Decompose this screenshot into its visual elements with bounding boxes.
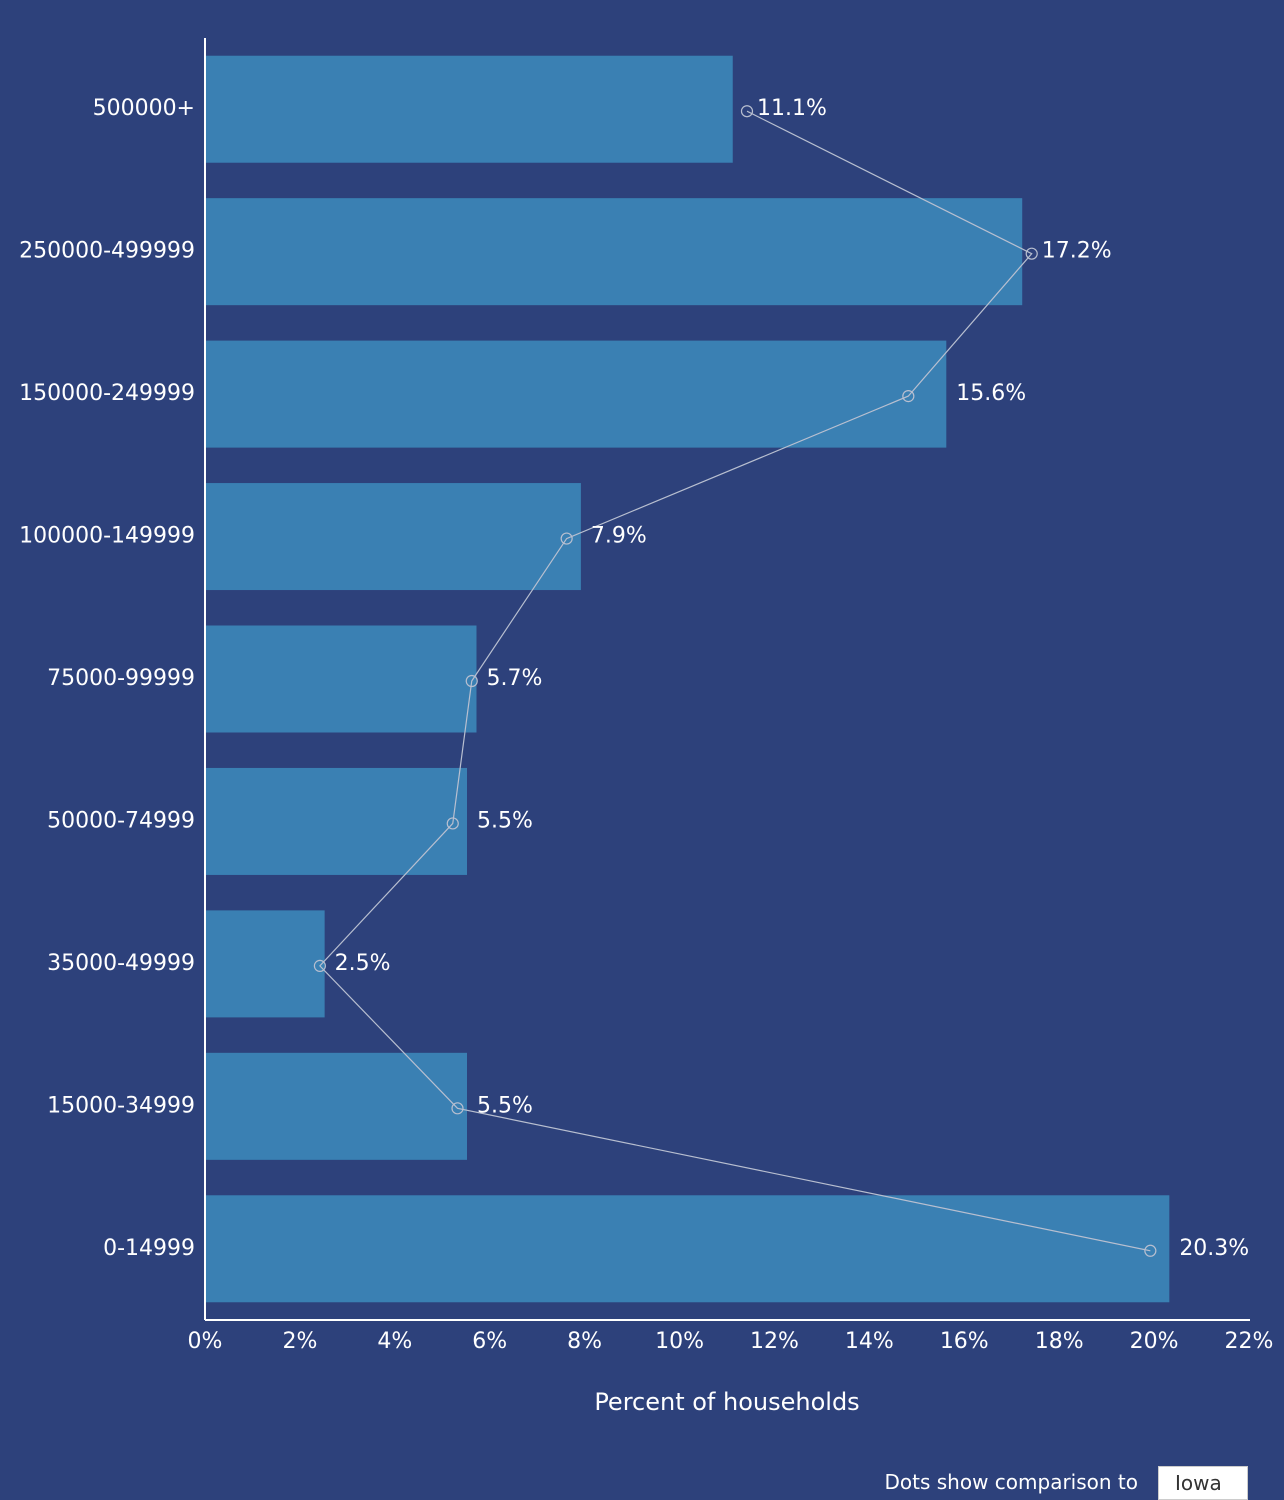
comparison-dot-1 bbox=[1025, 247, 1038, 260]
x-tick-label-5: 10% bbox=[655, 1329, 704, 1354]
x-tick-label-8: 16% bbox=[940, 1329, 989, 1354]
x-tick-label-1: 2% bbox=[282, 1329, 317, 1354]
comparison-dot-2 bbox=[902, 390, 915, 403]
x-tick-label-11: 22% bbox=[1225, 1329, 1274, 1354]
value-label-8: 20.3% bbox=[1179, 1236, 1249, 1261]
comparison-dot-3 bbox=[560, 532, 573, 545]
bars-group bbox=[206, 55, 1170, 1303]
category-label-8: 0-14999 bbox=[103, 1236, 195, 1261]
x-axis-title: Percent of households bbox=[594, 1388, 859, 1416]
x-tick-label-2: 4% bbox=[377, 1329, 412, 1354]
x-tick-label-4: 8% bbox=[567, 1329, 602, 1354]
x-tick-label-6: 12% bbox=[750, 1329, 799, 1354]
category-label-6: 35000-49999 bbox=[47, 951, 195, 976]
category-labels: 500000+ 250000-499999 150000-249999 100000-… bbox=[19, 96, 195, 1261]
x-tick-label-0: 0% bbox=[188, 1329, 223, 1354]
value-label-3: 7.9% bbox=[591, 524, 647, 549]
value-label-7: 5.5% bbox=[477, 1093, 533, 1118]
bar-3 bbox=[206, 483, 581, 591]
comparison-dot-0 bbox=[740, 105, 754, 118]
value-label-6: 2.5% bbox=[335, 951, 391, 976]
comparison-dot-8 bbox=[1144, 1244, 1157, 1257]
comparison-dot-6 bbox=[313, 959, 326, 972]
comparison-line bbox=[319, 110, 1151, 1252]
value-labels: 11.1% 17.2% 15.6% 7.9% 5.7% 5.5% 2.5% 5.5% 20.3% bbox=[335, 96, 1250, 1261]
category-label-7: 15000-34999 bbox=[47, 1093, 195, 1118]
x-tick-label-9: 18% bbox=[1035, 1329, 1084, 1354]
value-label-4: 5.7% bbox=[486, 666, 542, 691]
value-label-0: 11.1% bbox=[757, 96, 827, 121]
value-label-1: 17.2% bbox=[1042, 239, 1112, 264]
category-label-3: 100000-149999 bbox=[19, 524, 195, 549]
comparison-label: Dots show comparison to bbox=[884, 1470, 1138, 1494]
bar-6 bbox=[206, 910, 325, 1018]
bar-4 bbox=[206, 625, 477, 733]
bar-5 bbox=[206, 767, 467, 875]
comparison-select[interactable]: Iowa bbox=[1158, 1466, 1248, 1500]
comparison-dots bbox=[313, 105, 1157, 1257]
bar-1 bbox=[206, 198, 1023, 306]
category-label-4: 75000-99999 bbox=[47, 666, 195, 691]
x-tick-label-7: 14% bbox=[845, 1329, 894, 1354]
bar-2 bbox=[206, 340, 947, 448]
x-tick-label-10: 20% bbox=[1130, 1329, 1179, 1354]
comparison-dot-7 bbox=[451, 1102, 464, 1115]
comparison-dot-5 bbox=[446, 817, 459, 830]
x-tick-label-3: 6% bbox=[472, 1329, 507, 1354]
bar-0 bbox=[206, 55, 733, 163]
bar-8 bbox=[206, 1195, 1170, 1303]
category-label-1: 250000-499999 bbox=[19, 239, 195, 264]
category-label-2: 150000-249999 bbox=[19, 381, 195, 406]
value-label-2: 15.6% bbox=[956, 381, 1026, 406]
bar-7 bbox=[206, 1052, 467, 1160]
category-label-5: 50000-74999 bbox=[47, 808, 195, 833]
category-label-0: 500000+ bbox=[93, 96, 195, 121]
value-label-5: 5.5% bbox=[477, 808, 533, 833]
comparison-dot-4 bbox=[465, 674, 478, 688]
x-axis-ticks: 0% 2% 4% 6% 8% 10% 12% 14% 16% 18% 20% 22% bbox=[188, 1329, 1274, 1354]
comparison-control: Dots show comparison to Iowa bbox=[884, 1466, 1248, 1500]
